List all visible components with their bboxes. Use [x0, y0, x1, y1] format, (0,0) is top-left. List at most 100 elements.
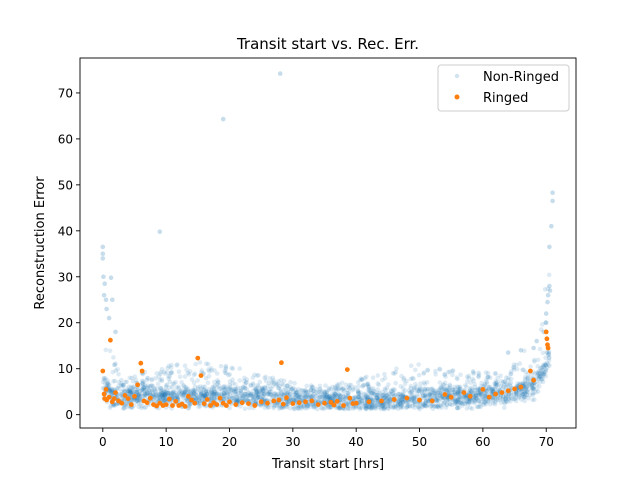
- non-ringed-point: [266, 380, 272, 386]
- non-ringed-point: [169, 384, 175, 390]
- non-ringed-point: [375, 373, 381, 378]
- non-ringed-point: [422, 386, 427, 392]
- non-ringed-point: [359, 377, 365, 383]
- non-ringed-point: [127, 388, 132, 394]
- non-ringed-point: [255, 395, 261, 400]
- non-ringed-point: [258, 387, 264, 393]
- non-ringed-point: [135, 397, 140, 403]
- non-ringed-point: [479, 396, 485, 401]
- non-ringed-point: [360, 400, 365, 406]
- non-ringed-point: [521, 389, 526, 395]
- non-ringed-point: [215, 378, 220, 383]
- non-ringed-point: [480, 395, 486, 400]
- non-ringed-point: [471, 391, 476, 396]
- non-ringed-point: [127, 375, 133, 381]
- non-ringed-point: [531, 390, 536, 396]
- non-ringed-point: [482, 393, 488, 399]
- non-ringed-point: [364, 403, 369, 409]
- non-ringed-point: [123, 402, 128, 407]
- non-ringed-point: [191, 380, 197, 386]
- non-ringed-point: [365, 388, 371, 393]
- ringed-point: [119, 400, 125, 406]
- non-ringed-point: [308, 402, 314, 408]
- non-ringed-point: [446, 390, 452, 395]
- non-ringed-point: [325, 395, 331, 400]
- non-ringed-point: [538, 376, 544, 382]
- non-ringed-point: [537, 375, 542, 380]
- non-ringed-point: [421, 393, 426, 399]
- non-ringed-point: [381, 392, 387, 397]
- non-ringed-point: [524, 392, 529, 398]
- non-ringed-point: [482, 381, 487, 387]
- non-ringed-point: [498, 397, 503, 403]
- non-ringed-point: [475, 404, 481, 410]
- non-ringed-point: [345, 390, 351, 396]
- non-ringed-point: [163, 389, 169, 395]
- non-ringed-point: [255, 395, 260, 401]
- non-ringed-point: [238, 388, 244, 394]
- non-ringed-point: [197, 395, 203, 400]
- non-ringed-point: [429, 386, 435, 391]
- non-ringed-point: [371, 392, 377, 397]
- non-ringed-point: [261, 391, 267, 397]
- non-ringed-point: [142, 405, 147, 411]
- ringed-point: [271, 398, 277, 404]
- non-ringed-point: [288, 386, 294, 392]
- non-ringed-point: [447, 386, 452, 392]
- non-ringed-point: [404, 404, 410, 409]
- non-ringed-point: [277, 393, 282, 399]
- non-ringed-point: [212, 391, 217, 397]
- non-ringed-point: [339, 380, 345, 386]
- non-ringed-point: [427, 392, 433, 397]
- non-ringed-point: [230, 380, 236, 386]
- non-ringed-point: [477, 394, 482, 400]
- non-ringed-point: [141, 387, 147, 393]
- non-ringed-point: [222, 368, 227, 374]
- non-ringed-point: [472, 384, 478, 390]
- y-tick-label: 40: [58, 224, 73, 238]
- non-ringed-point: [192, 388, 198, 393]
- non-ringed-point: [233, 382, 238, 387]
- non-ringed-point: [175, 395, 180, 400]
- non-ringed-point: [278, 378, 284, 383]
- non-ringed-point: [204, 391, 210, 396]
- non-ringed-point: [408, 383, 414, 389]
- ringed-point: [182, 404, 188, 409]
- non-ringed-point: [278, 387, 284, 392]
- non-ringed-point: [392, 371, 397, 376]
- non-ringed-point: [157, 229, 163, 234]
- non-ringed-point: [521, 367, 526, 373]
- non-ringed-point: [428, 394, 433, 399]
- non-ringed-point: [322, 396, 327, 402]
- non-ringed-point: [294, 393, 300, 399]
- non-ringed-point: [442, 372, 447, 377]
- non-ringed-point: [102, 378, 107, 383]
- non-ringed-point: [326, 385, 332, 391]
- non-ringed-point: [535, 363, 540, 369]
- non-ringed-point: [550, 198, 555, 204]
- non-ringed-point: [486, 385, 492, 391]
- non-ringed-point: [434, 398, 440, 404]
- non-ringed-point: [302, 390, 308, 396]
- non-ringed-point: [417, 392, 423, 398]
- non-ringed-point: [224, 385, 229, 391]
- non-ringed-point: [225, 390, 231, 396]
- non-ringed-point: [199, 368, 205, 373]
- non-ringed-point: [144, 388, 149, 393]
- non-ringed-point: [278, 405, 283, 410]
- non-ringed-point: [206, 367, 211, 372]
- non-ringed-point: [370, 403, 375, 409]
- non-ringed-point: [347, 406, 352, 412]
- non-ringed-point: [506, 396, 512, 401]
- non-ringed-point: [211, 384, 216, 390]
- non-ringed-point: [276, 385, 281, 391]
- non-ringed-point: [539, 371, 545, 377]
- non-ringed-point: [519, 397, 524, 402]
- non-ringed-point: [525, 396, 531, 401]
- non-ringed-point: [121, 387, 126, 393]
- non-ringed-point: [136, 397, 142, 403]
- non-ringed-point: [424, 380, 430, 385]
- non-ringed-point: [317, 394, 323, 400]
- non-ringed-point: [536, 368, 542, 374]
- non-ringed-point: [267, 391, 273, 397]
